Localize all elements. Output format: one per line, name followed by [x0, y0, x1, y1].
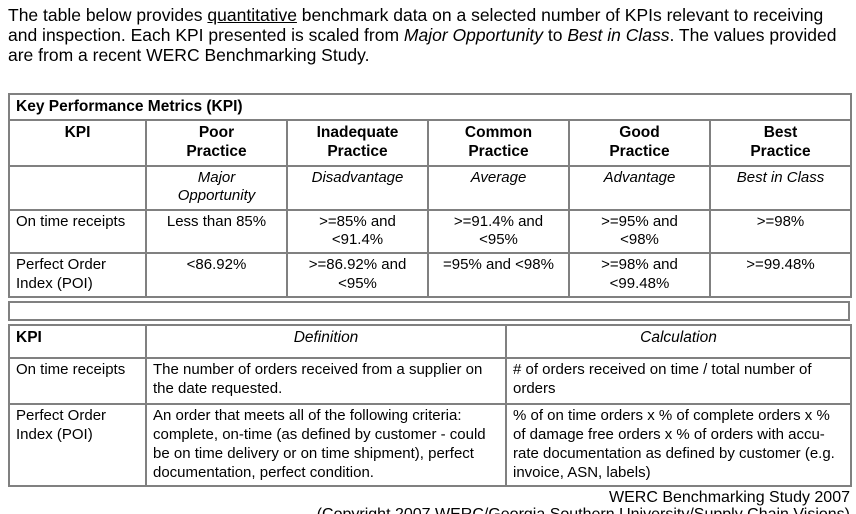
study-source-line: WERC Benchmarking Study 2007	[609, 489, 850, 507]
calculation-cell: % of on time orders x % of complete orde…	[505, 403, 852, 488]
value-cell: >=98% and <99.48%	[568, 252, 711, 299]
kpi-name-cell: Perfect Order Index (POI)	[8, 403, 147, 488]
column-header-calculation: Calculation	[505, 324, 852, 360]
scale-label-major-opportunity: Major Opportunity	[145, 164, 288, 211]
definition-cell: The number of orders received from a sup…	[145, 357, 507, 406]
kpi-metrics-table: Key Performance Metrics (KPI) KPI Poor P…	[8, 93, 852, 299]
value-cell: >=99.48%	[709, 252, 852, 299]
definition-row-on-time-receipts: On time receipts The number of orders re…	[8, 357, 852, 406]
scale-labels-row: Major Opportunity Disadvantage Average A…	[8, 164, 852, 211]
intro-italic-term: Major Opportunity	[403, 25, 544, 45]
intro-underlined-term: quantitative	[207, 5, 297, 25]
scale-label-best-in-class: Best in Class	[709, 164, 852, 211]
empty-spacer-row	[8, 301, 850, 322]
metrics-header-row: KPI Poor Practice Inadequate Practice Co…	[8, 118, 852, 167]
intro-text-run: to	[543, 25, 568, 45]
definitions-header-row: KPI Definition Calculation	[8, 324, 852, 360]
intro-text-run: benchmark data on a selected number of K…	[8, 5, 824, 45]
intro-text-run: . The values provided are from a recent …	[8, 25, 837, 65]
value-cell: >=85% and <91.4%	[286, 208, 429, 255]
metrics-row-on-time-receipts: On time receipts Less than 85% >=85% and…	[8, 208, 852, 255]
table-title-row: Key Performance Metrics (KPI)	[8, 93, 852, 121]
kpi-name-cell: Perfect Order Index (POI)	[8, 252, 147, 299]
column-header-good-practice: Good Practice	[568, 118, 711, 167]
intro-text-run: The table below provides	[8, 5, 208, 25]
column-header-definition: Definition	[145, 324, 507, 360]
intro-italic-term: Best in Class	[567, 25, 670, 45]
column-header-best-practice: Best Practice	[709, 118, 852, 167]
value-cell: Less than 85%	[145, 208, 288, 255]
kpi-name-cell: On time receipts	[8, 357, 147, 406]
metrics-row-perfect-order-index: Perfect Order Index (POI) <86.92% >=86.9…	[8, 252, 852, 299]
value-cell: >=91.4% and <95%	[427, 208, 570, 255]
metrics-table-title: Key Performance Metrics (KPI)	[8, 93, 852, 121]
column-header-common-practice: Common Practice	[427, 118, 570, 167]
kpi-name-cell: On time receipts	[8, 208, 147, 255]
definition-row-perfect-order-index: Perfect Order Index (POI) An order that …	[8, 403, 852, 488]
kpi-definitions-table: KPI Definition Calculation On time recei…	[8, 324, 852, 488]
value-cell: =95% and <98%	[427, 252, 570, 299]
value-cell: >=95% and <98%	[568, 208, 711, 255]
column-header-poor-practice: Poor Practice	[145, 118, 288, 167]
scale-label-average: Average	[427, 164, 570, 211]
value-cell: >=86.92% and <95%	[286, 252, 429, 299]
column-header-kpi: KPI	[8, 324, 147, 360]
scale-label-empty	[8, 164, 147, 211]
copyright-line: (Copyright 2007 WERC/Georgia Southern Un…	[8, 506, 850, 514]
definition-cell: An order that meets all of the following…	[145, 403, 507, 488]
column-header-inadequate-practice: Inadequate Practice	[286, 118, 429, 167]
source-attribution: WERC Benchmarking Study 2007 (Copyright …	[8, 489, 850, 514]
value-cell: <86.92%	[145, 252, 288, 299]
calculation-cell: # of orders received on time / total num…	[505, 357, 852, 406]
scale-label-advantage: Advantage	[568, 164, 711, 211]
intro-paragraph: The table below provides quantitative be…	[8, 5, 844, 65]
scale-label-disadvantage: Disadvantage	[286, 164, 429, 211]
value-cell: >=98%	[709, 208, 852, 255]
column-header-kpi: KPI	[8, 118, 147, 167]
